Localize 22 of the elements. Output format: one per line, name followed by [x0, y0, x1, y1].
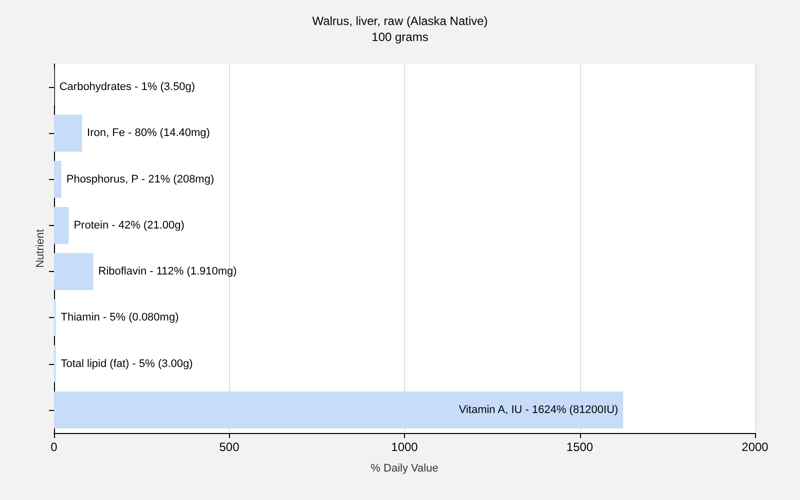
bar [54, 160, 62, 198]
y-axis-title: Nutrient [34, 229, 46, 268]
y-tick-label: Thiamin - 5% (0.080mg) [60, 312, 179, 324]
bar [54, 253, 94, 290]
y-tick-label: Phosphorus, P - 21% (208mg) [66, 173, 214, 186]
x-tick-label: 2000 [742, 440, 769, 454]
x-tick-label: 500 [219, 440, 240, 454]
bar [54, 114, 82, 152]
y-tick-label: Riboflavin - 112% (1.910mg) [98, 266, 237, 278]
y-tick-label: Vitamin A, IU - 1624% (81200IU) [458, 404, 618, 416]
bar [54, 206, 69, 244]
chart-subtitle: 100 grams [372, 30, 428, 44]
y-tick-label: Protein - 42% (21.00g) [74, 219, 184, 232]
x-tick-label: 1500 [566, 440, 594, 454]
x-tick-label: 1000 [391, 440, 418, 454]
chart-title: Walrus, liver, raw (Alaska Native) [312, 14, 488, 28]
y-tick-label: Carbohydrates - 1% (3.50g) [59, 81, 196, 94]
y-tick-label: Iron, Fe - 80% (14.40mg) [87, 127, 210, 140]
bar [54, 391, 624, 428]
y-tick-label: Total lipid (fat) - 5% (3.00g) [60, 358, 193, 370]
x-axis-title: % Daily Value [370, 462, 438, 474]
x-tick-label: 0 [50, 440, 58, 454]
